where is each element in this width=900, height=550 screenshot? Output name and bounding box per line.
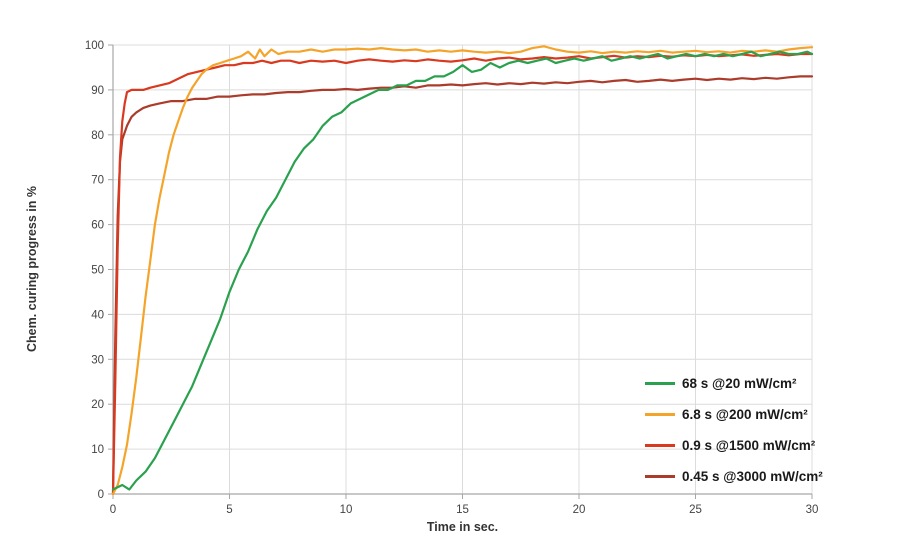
legend-label-1: 6.8 s @200 mW/cm² <box>682 407 808 422</box>
y-axis-title: Chem. curing progress in % <box>25 186 39 353</box>
series-line-3 <box>111 75 814 496</box>
legend-label-2: 0.9 s @1500 mW/cm² <box>682 438 816 453</box>
legend-item-2: 0.9 s @1500 mW/cm² <box>645 430 823 461</box>
y-tick-label: 30 <box>91 354 104 366</box>
legend-item-0: 68 s @20 mW/cm² <box>645 368 823 399</box>
legend-swatch-3 <box>645 475 675 478</box>
x-tick-label: 25 <box>689 504 702 516</box>
series-line-1 <box>111 45 814 496</box>
legend-item-1: 6.8 s @200 mW/cm² <box>645 399 823 430</box>
y-tick-label: 20 <box>91 399 104 411</box>
y-tick-label: 0 <box>98 489 104 501</box>
y-tick-label: 100 <box>85 40 104 52</box>
y-tick-label: 60 <box>91 220 104 232</box>
y-tick-label: 90 <box>91 85 104 97</box>
y-tick-label: 40 <box>91 309 104 321</box>
legend-item-3: 0.45 s @3000 mW/cm² <box>645 461 823 492</box>
legend-label-3: 0.45 s @3000 mW/cm² <box>682 469 823 484</box>
x-tick-label: 10 <box>340 504 353 516</box>
x-tick-label: 30 <box>806 504 819 516</box>
x-tick-label: 5 <box>226 504 232 516</box>
y-tick-label: 50 <box>91 265 104 277</box>
legend-swatch-1 <box>645 413 675 416</box>
x-tick-label: 15 <box>456 504 469 516</box>
legend-label-0: 68 s @20 mW/cm² <box>682 376 797 391</box>
x-tick-label: 20 <box>573 504 586 516</box>
legend: 68 s @20 mW/cm² 6.8 s @200 mW/cm² 0.9 s @1… <box>645 368 823 492</box>
x-axis-title: Time in sec. <box>426 520 499 534</box>
series-line-0 <box>111 50 814 491</box>
y-tick-label: 10 <box>91 444 104 456</box>
y-tick-label: 80 <box>91 130 104 142</box>
legend-swatch-2 <box>645 444 675 447</box>
y-tick-label: 70 <box>91 175 104 187</box>
x-tick-label: 0 <box>110 504 116 516</box>
legend-swatch-0 <box>645 382 675 385</box>
